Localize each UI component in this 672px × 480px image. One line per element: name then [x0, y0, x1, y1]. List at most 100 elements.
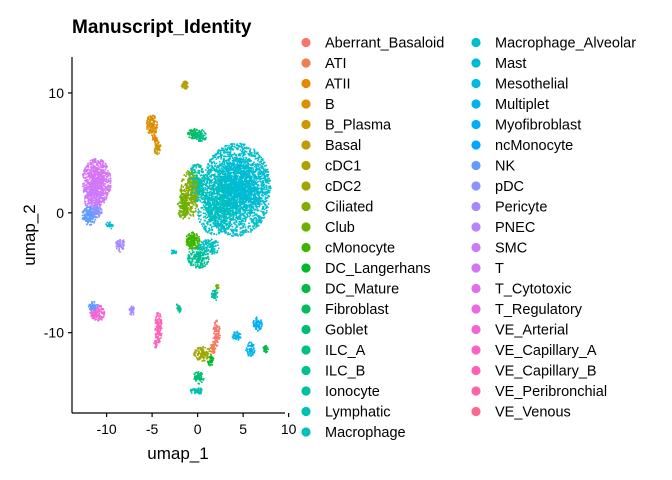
- umap-point: [193, 191, 195, 193]
- umap-point: [259, 197, 262, 200]
- umap-point: [230, 201, 233, 204]
- umap-point: [232, 183, 234, 186]
- umap-point: [187, 172, 190, 174]
- umap-point: [210, 216, 213, 219]
- umap-point: [207, 256, 210, 259]
- umap-point: [215, 241, 218, 243]
- umap-point: [191, 196, 193, 198]
- umap-point: [177, 213, 180, 215]
- umap-point: [230, 143, 233, 145]
- umap-point: [179, 190, 182, 192]
- umap-point: [232, 164, 234, 167]
- umap-point: [218, 160, 221, 163]
- umap-point: [226, 199, 228, 202]
- umap-point: [210, 162, 213, 164]
- umap-point: [233, 184, 236, 186]
- umap-point: [225, 224, 227, 227]
- umap-point: [245, 185, 247, 188]
- umap-point: [208, 211, 210, 213]
- umap-point: [235, 157, 238, 160]
- umap-point: [247, 201, 250, 204]
- umap-point: [209, 204, 212, 207]
- umap-point: [222, 202, 224, 204]
- umap-point: [191, 169, 194, 172]
- umap-point: [229, 194, 231, 196]
- umap-point: [263, 216, 266, 219]
- umap-point: [223, 222, 225, 224]
- umap-point: [195, 182, 197, 184]
- umap-point: [214, 165, 216, 168]
- umap-point: [230, 177, 232, 179]
- umap-point: [239, 186, 241, 189]
- umap-point: [203, 248, 205, 250]
- umap-point: [241, 185, 243, 187]
- umap-point: [191, 258, 194, 260]
- umap-point: [208, 179, 211, 182]
- umap-point: [198, 261, 201, 263]
- umap-point: [193, 179, 195, 182]
- umap-point: [257, 180, 259, 183]
- umap-point: [192, 172, 194, 174]
- umap-point: [241, 233, 244, 236]
- umap-point: [241, 231, 243, 234]
- umap-point: [241, 187, 244, 189]
- umap-point: [261, 220, 263, 222]
- umap-point: [182, 205, 185, 208]
- umap-point: [252, 215, 254, 217]
- umap-point: [206, 175, 209, 178]
- umap-point: [185, 241, 188, 243]
- umap-point: [240, 190, 243, 192]
- umap-point: [188, 260, 190, 263]
- umap-point: [193, 164, 196, 166]
- umap-point: [244, 192, 246, 194]
- umap-point: [231, 145, 234, 147]
- umap-point: [194, 248, 197, 250]
- umap-point: [210, 226, 213, 228]
- umap-point: [206, 247, 208, 249]
- umap-point: [251, 204, 253, 207]
- umap-point: [186, 213, 188, 216]
- umap-point: [235, 176, 238, 178]
- umap-point: [239, 180, 241, 183]
- umap-point: [201, 201, 203, 204]
- umap-point: [241, 197, 244, 200]
- umap-point: [204, 226, 206, 229]
- umap-point: [228, 197, 230, 199]
- umap-point: [241, 147, 244, 150]
- umap-point: [236, 198, 238, 201]
- umap-point: [195, 176, 197, 179]
- umap-point: [258, 202, 261, 205]
- umap-point: [239, 196, 242, 198]
- umap-point: [187, 170, 189, 172]
- umap-point: [191, 262, 193, 264]
- umap-point: [217, 152, 219, 154]
- umap-point: [215, 204, 218, 207]
- umap-point: [205, 250, 207, 252]
- umap-point: [242, 191, 244, 193]
- umap-point: [181, 203, 184, 206]
- umap-point: [217, 189, 220, 192]
- umap-point: [255, 201, 257, 203]
- umap-point: [249, 152, 252, 155]
- umap-point: [195, 200, 197, 203]
- umap-point: [215, 181, 218, 183]
- umap-point: [233, 159, 236, 162]
- umap-point: [231, 143, 234, 145]
- umap-point: [247, 170, 249, 173]
- umap-point: [189, 247, 191, 249]
- umap-point: [243, 153, 245, 155]
- umap-point: [182, 206, 185, 209]
- umap-point: [220, 186, 223, 188]
- umap-point: [234, 196, 237, 199]
- umap-point: [209, 220, 212, 222]
- umap-point: [190, 254, 193, 256]
- umap-point: [178, 202, 181, 204]
- umap-point: [198, 172, 200, 174]
- umap-point: [256, 167, 258, 169]
- umap-point: [200, 266, 203, 269]
- umap-point: [196, 261, 198, 264]
- umap-point: [230, 191, 232, 193]
- umap-point: [185, 211, 188, 213]
- umap-point: [260, 184, 262, 187]
- umap-point: [205, 192, 208, 195]
